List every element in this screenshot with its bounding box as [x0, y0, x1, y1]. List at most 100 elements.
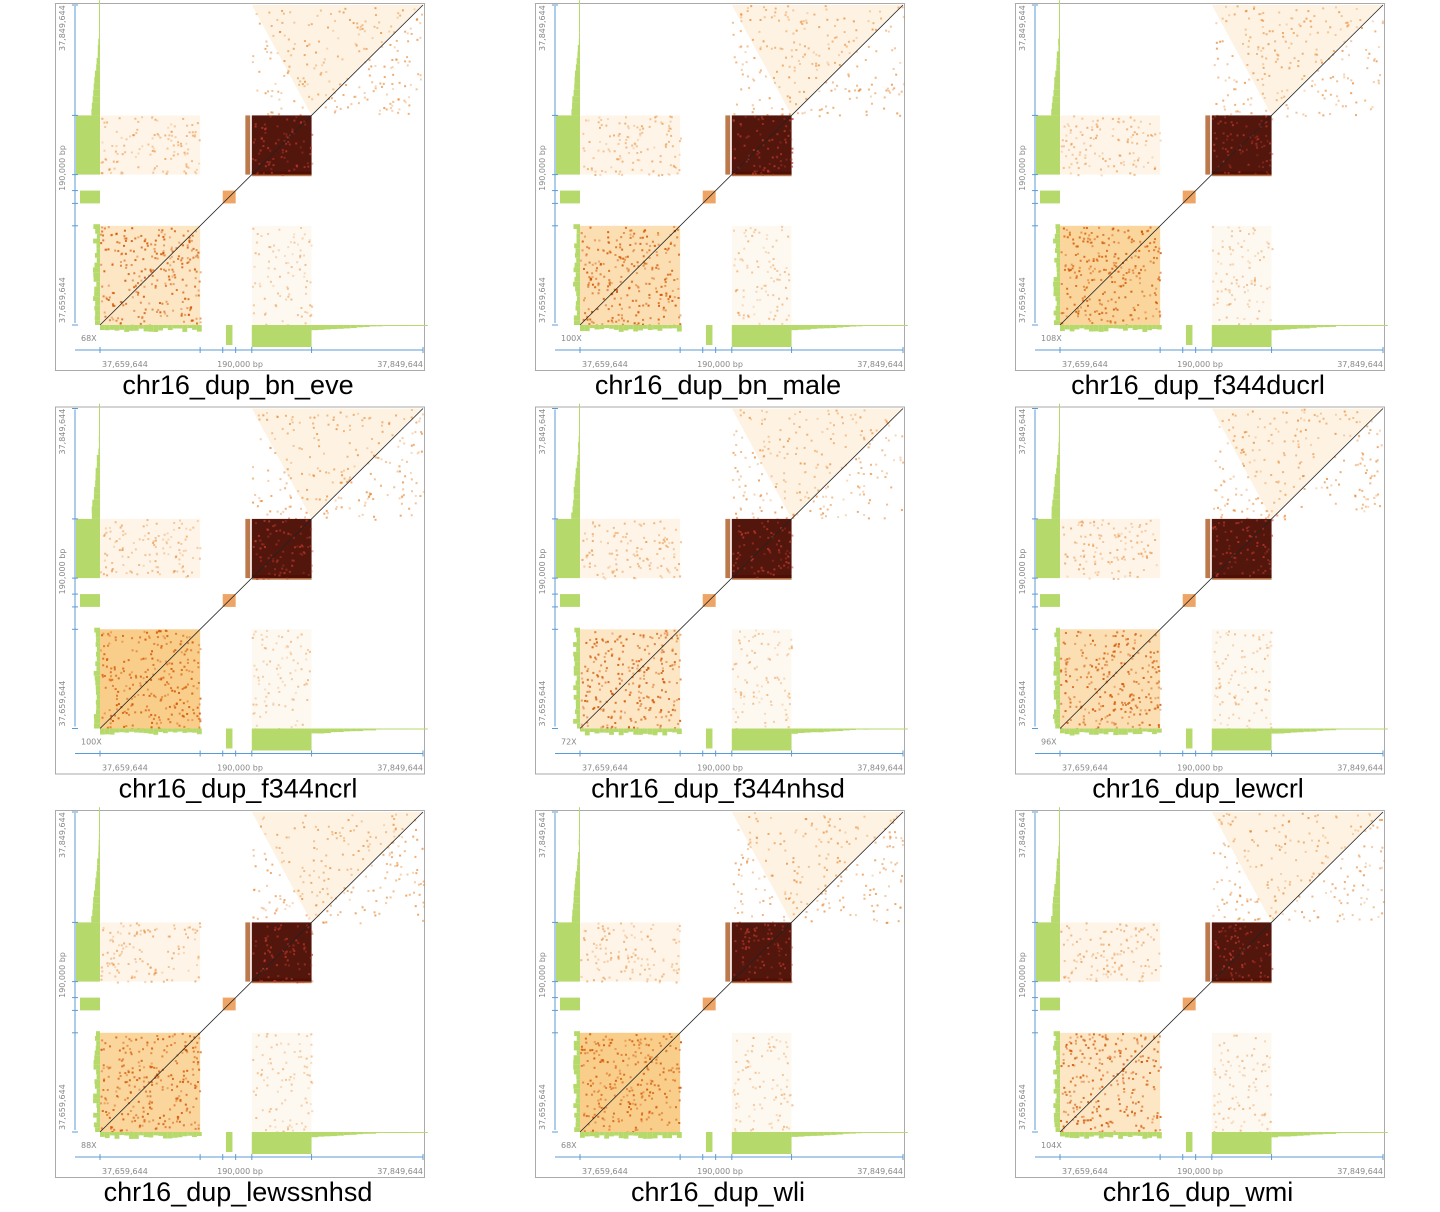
- contact-dot: [381, 430, 384, 433]
- contact-dot: [281, 680, 284, 683]
- contact-block: [251, 629, 312, 729]
- contact-dot: [595, 638, 598, 641]
- contact-dot: [798, 483, 801, 486]
- contact-dot: [1075, 275, 1078, 278]
- contact-dot: [169, 687, 172, 690]
- contact-dot: [292, 444, 295, 447]
- contact-dot: [1155, 287, 1158, 290]
- contact-dot: [1246, 517, 1249, 520]
- contact-dot: [671, 668, 674, 671]
- contact-dot: [642, 636, 645, 639]
- contact-dot: [1102, 705, 1105, 708]
- contact-dot: [621, 663, 624, 666]
- contact-dot: [170, 248, 173, 251]
- contact-dot: [1098, 534, 1101, 537]
- contact-dot: [633, 322, 636, 325]
- contact-dot: [793, 422, 796, 425]
- contact-dot: [300, 544, 303, 547]
- coverage-bar: [414, 325, 422, 326]
- contact-dot: [283, 531, 286, 534]
- contact-dot: [584, 532, 587, 535]
- coverage-bar: [1297, 325, 1304, 329]
- contact-dot: [348, 507, 351, 510]
- contact-dot: [1147, 664, 1150, 667]
- contact-dot: [1234, 694, 1237, 697]
- contact-dot: [1298, 462, 1301, 465]
- contact-dot: [1153, 167, 1156, 170]
- contact-dot: [845, 45, 848, 48]
- contact-dot: [1070, 263, 1073, 266]
- contact-dot: [1221, 662, 1224, 665]
- contact-dot: [383, 76, 386, 79]
- contact-dot: [664, 536, 667, 539]
- coverage-label: 72X: [561, 738, 577, 747]
- contact-dot: [855, 29, 858, 32]
- contact-dot: [1087, 237, 1090, 240]
- contact-dot: [1240, 656, 1243, 659]
- contact-dot: [256, 577, 259, 580]
- contact-dot: [1308, 419, 1311, 422]
- contact-dot: [653, 522, 656, 525]
- contact-dot: [755, 696, 758, 699]
- contact-dot: [601, 638, 604, 641]
- y-span-label: 190,000 bp: [58, 145, 67, 191]
- contact-dot: [1317, 90, 1320, 93]
- contact-dot: [191, 319, 194, 322]
- contact-dot: [339, 481, 342, 484]
- contact-dot: [1151, 666, 1154, 669]
- contact-dot: [785, 158, 788, 161]
- contact-dot: [144, 554, 147, 557]
- contact-dot: [753, 231, 756, 234]
- contact-dot: [582, 299, 585, 302]
- coverage-bar: [836, 325, 844, 328]
- contact-dot: [157, 566, 160, 569]
- contact-dot: [634, 284, 637, 287]
- contact-dot: [1297, 65, 1300, 68]
- contact-dot: [1241, 672, 1244, 675]
- contact-dot: [1142, 131, 1145, 134]
- coverage-bar: [1056, 57, 1060, 65]
- contact-dot: [646, 645, 649, 648]
- contact-dot: [1302, 113, 1305, 116]
- contact-dot: [1149, 260, 1152, 263]
- contact-dot: [638, 660, 641, 663]
- contact-dot: [655, 671, 658, 674]
- contact-dot: [134, 548, 137, 551]
- contact-dot: [267, 557, 270, 560]
- contact-dot: [1124, 542, 1127, 545]
- contact-dot: [170, 130, 173, 133]
- contact-dot: [875, 429, 878, 432]
- contact-dot: [1257, 138, 1260, 141]
- contact-dot: [1094, 709, 1097, 712]
- contact-dot: [1098, 299, 1101, 302]
- contact-dot: [611, 632, 614, 635]
- contact-dot: [888, 424, 891, 427]
- contact-dot: [1286, 89, 1289, 92]
- contact-dot: [639, 128, 642, 131]
- contact-dot: [640, 125, 643, 128]
- contact-dot: [283, 684, 286, 687]
- contact-dot: [624, 536, 627, 539]
- contact-dot: [1231, 138, 1234, 141]
- contact-dot: [282, 12, 285, 15]
- contact-dot: [180, 673, 183, 676]
- contact-dot: [1268, 646, 1271, 649]
- contact-dot: [358, 499, 361, 502]
- contact-dot: [336, 55, 339, 58]
- contact-dot: [106, 574, 109, 577]
- contact-dot: [396, 470, 399, 473]
- contact-dot: [732, 496, 735, 499]
- contact-dot: [863, 485, 866, 488]
- contact-dot: [1100, 523, 1103, 526]
- contact-dot: [419, 36, 422, 39]
- contact-dot: [154, 243, 157, 246]
- contact-dot: [1075, 137, 1078, 140]
- contact-dot: [784, 557, 787, 560]
- contact-dot: [1125, 252, 1128, 255]
- contact-dot: [103, 712, 106, 715]
- contact-dot: [1086, 286, 1089, 289]
- coverage-bar: [647, 325, 653, 331]
- contact-dot: [194, 255, 197, 258]
- contact-dot: [137, 291, 140, 294]
- contact-dot: [827, 413, 830, 416]
